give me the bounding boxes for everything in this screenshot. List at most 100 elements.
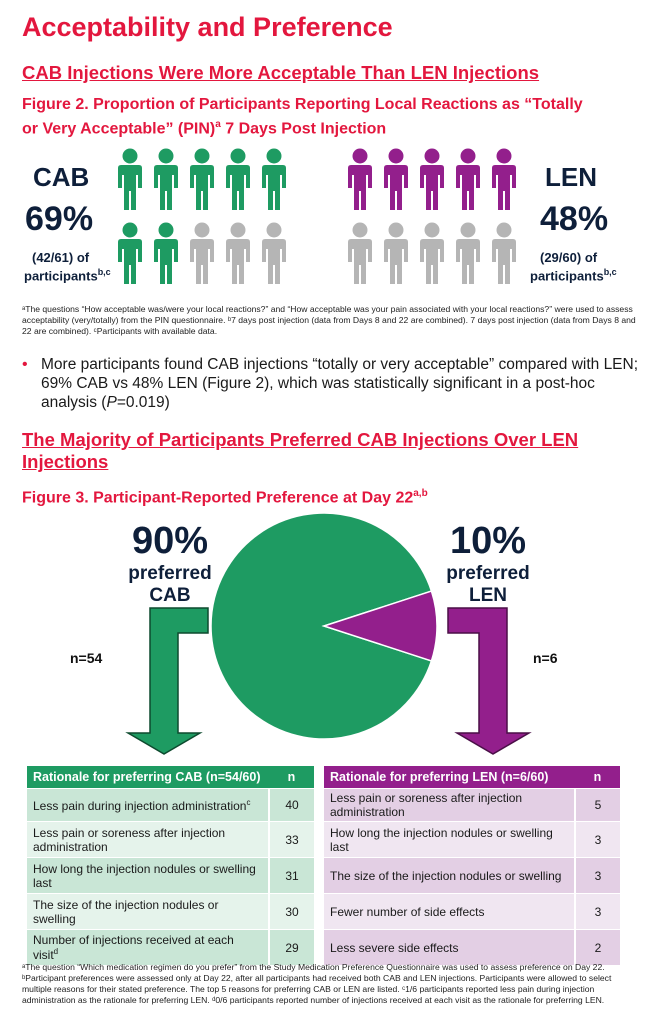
len-person-icon (348, 222, 372, 284)
figure2-title: Figure 2. Proportion of Participants Rep… (22, 95, 583, 139)
cab-table-n-header: n (269, 766, 314, 789)
page-title: Acceptability and Preference (22, 12, 393, 42)
figure3-sup: a,b (413, 488, 428, 499)
cab-person-icon (226, 148, 250, 210)
pie-slice-cab (210, 512, 433, 740)
figure2-title-2a: or Very Acceptable” (PIN) (22, 120, 216, 138)
cab-person-icon (190, 222, 214, 284)
len-rationale-cell: How long the injection nodules or swelli… (324, 821, 575, 858)
cab-percent: 69% (25, 200, 94, 238)
cab-count-cell: 31 (268, 857, 314, 894)
len-n-count: n=6 (533, 650, 558, 666)
len-arrow (447, 607, 532, 755)
bullet-text: More participants found CAB injections “… (41, 355, 642, 412)
len-table-n-header: n (575, 766, 620, 789)
cab-rationale-cell: How long the injection nodules or swelli… (27, 857, 269, 894)
len-count-cell: 2 (574, 929, 620, 966)
cab-of: of (73, 250, 90, 265)
len-fraction: (29/60) (540, 250, 582, 265)
cab-preference-callout: 90% preferred CAB (100, 520, 240, 607)
cab-table-header-row: Rationale for preferring CAB (n=54/60) n (27, 766, 314, 789)
len-table-row: How long the injection nodules or swelli… (324, 821, 620, 858)
section1-heading: CAB Injections Were More Acceptable Than… (22, 62, 540, 83)
len-rationale-text: Less severe side effects (330, 940, 459, 955)
len-rationale-cell: Fewer number of side effects (324, 893, 575, 930)
len-sup: b,c (603, 267, 617, 277)
cab-table-row: Number of injections received at each vi… (27, 929, 314, 966)
figure2-title-2b: 7 Days Post Injection (220, 120, 387, 138)
len-table-row: The size of the injection nodules or swe… (324, 857, 620, 894)
figure2-title-line2: or Very Acceptable” (PIN)a 7 Days Post I… (22, 115, 583, 139)
len-rationale-text: Fewer number of side effects (330, 904, 485, 919)
len-table-row: Fewer number of side effects 3 (324, 893, 620, 930)
cab-rationale-cell: The size of the injection nodules or swe… (27, 893, 269, 930)
cab-label: CAB (33, 162, 90, 192)
len-count-cell: 3 (574, 893, 620, 930)
cab-pref-sub1: preferred (128, 563, 212, 584)
len-pref-percent: 10% (449, 520, 527, 562)
cab-fraction-block: (42/61) of participantsb,c (24, 250, 111, 283)
len-participants: participants (530, 268, 604, 284)
cab-count-cell: 30 (268, 893, 314, 930)
cab-rationale-sup: c (246, 797, 251, 807)
section2-heading-line2: Injections (22, 451, 109, 472)
len-table-header: Rationale for preferring LEN (n=6/60) (324, 766, 575, 789)
len-person-icon (492, 148, 516, 210)
len-person-icon (420, 148, 444, 210)
cab-person-icon (154, 222, 178, 284)
len-person-icon (348, 148, 372, 210)
cab-person-icon (262, 148, 286, 210)
len-person-icon (384, 148, 408, 210)
cab-person-icon (154, 148, 178, 210)
figure2-title-line1: Figure 2. Proportion of Participants Rep… (22, 96, 583, 113)
figure3-title: Figure 3. Participant-Reported Preferenc… (22, 484, 428, 508)
bullet-text-b: =0.019) (116, 394, 170, 411)
len-pictogram (348, 148, 516, 284)
cab-pref-percent: 90% (131, 520, 209, 562)
cab-table-row: Less pain or soreness after injection ad… (27, 821, 314, 858)
cab-rationale-cell: Less pain or soreness after injection ad… (27, 821, 269, 858)
cab-count-cell: 29 (268, 929, 314, 966)
len-percent: 48% (540, 200, 609, 238)
cab-person-icon (118, 148, 142, 210)
len-person-icon (492, 222, 516, 284)
cab-table-row: How long the injection nodules or swelli… (27, 857, 314, 894)
len-table-row: Less severe side effects 2 (324, 929, 620, 966)
figure3-title-text: Figure 3. Participant-Reported Preferenc… (22, 489, 414, 507)
cab-person-icon (190, 148, 214, 210)
len-rationale-table: Rationale for preferring LEN (n=6/60) n … (324, 766, 620, 966)
len-count-cell: 3 (574, 821, 620, 858)
len-person-icon (456, 222, 480, 284)
bullet-point: • More participants found CAB injections… (22, 355, 642, 412)
cab-participants: participants (24, 268, 98, 284)
cab-rationale-sup: d (53, 947, 59, 956)
pie-slice-len (321, 590, 438, 662)
cab-pictogram (118, 148, 286, 284)
preference-pie-chart (125, 512, 532, 755)
len-table-row: Less pain or soreness after injection ad… (324, 788, 620, 822)
len-rationale-cell: Less pain or soreness after injection ad… (324, 788, 575, 822)
cab-person-icon (226, 222, 250, 284)
len-of: of (581, 250, 598, 265)
len-person-icon (420, 222, 444, 284)
cab-rationale-cell: Number of injections received at each vi… (27, 929, 269, 966)
cab-rationale-text: The size of the injection nodules or swe… (33, 897, 219, 926)
figure2-footnote: ᵃThe questions “How acceptable was/were … (22, 304, 636, 336)
len-pref-sub2: LEN (469, 585, 507, 606)
pie-slices (210, 512, 438, 740)
len-rationale-text: The size of the injection nodules or swe… (330, 868, 562, 883)
cab-sup: b,c (97, 267, 111, 277)
len-person-icon (384, 222, 408, 284)
len-label: LEN (545, 162, 597, 192)
len-pref-sub1: preferred (446, 563, 530, 584)
cab-rationale-text: Less pain or soreness after injection ad… (33, 825, 226, 854)
bullet-text-a: More participants found CAB injections “… (41, 356, 639, 411)
len-rationale-text: Less pain or soreness after injection ad… (330, 791, 523, 819)
len-count-cell: 3 (574, 857, 620, 894)
cab-rationale-text: Number of injections received at each vi… (33, 933, 234, 962)
cab-rationale-text: How long the injection nodules or swelli… (33, 861, 256, 890)
bullet-p: P (106, 394, 117, 411)
cab-fraction: (42/61) (32, 250, 74, 265)
section2-heading-line1: The Majority of Participants Preferred C… (22, 429, 579, 450)
cab-pref-sub2: CAB (149, 585, 191, 606)
